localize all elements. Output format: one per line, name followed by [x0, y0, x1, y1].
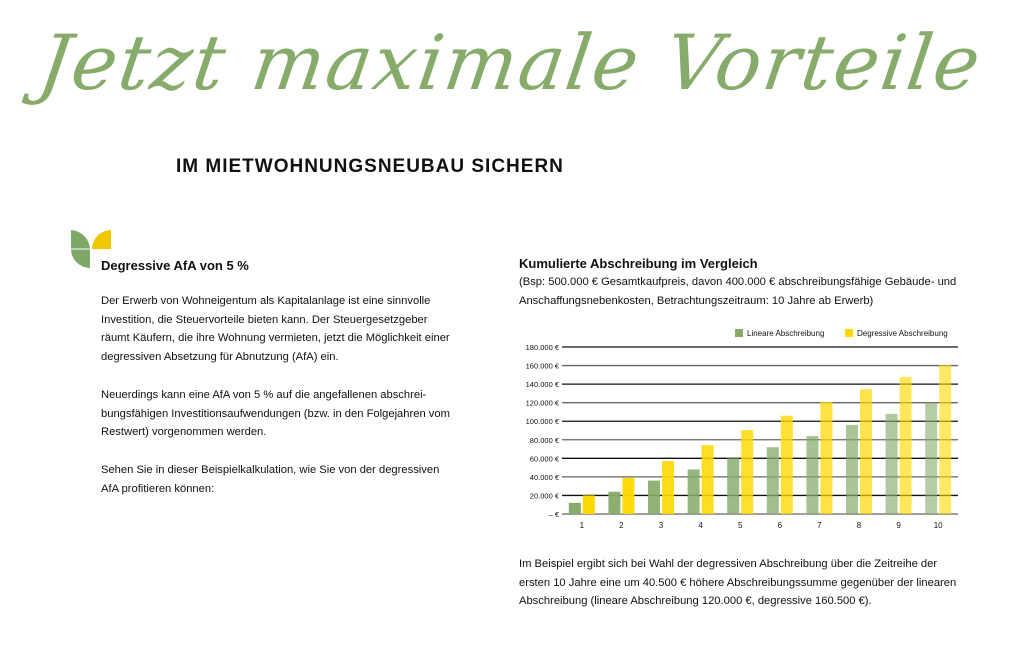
page-subtitle: IM MIETWOHNUNGSNEUBAU SICHERN: [176, 156, 564, 177]
section-heading: Degressive AfA von 5 %: [101, 258, 249, 273]
y-tick-label: 20.000 €: [530, 491, 560, 500]
y-tick-label: 60.000 €: [530, 454, 560, 463]
bar-degressive: [582, 495, 595, 514]
bar-linear: [568, 502, 581, 514]
x-tick-label: 1: [580, 521, 585, 530]
bar-degressive: [860, 389, 872, 514]
bar-linear: [846, 424, 858, 514]
x-tick-label: 4: [698, 521, 703, 530]
bar-degressive: [820, 402, 833, 514]
y-tick-label: 140.000 €: [526, 380, 560, 389]
x-tick-label: 5: [738, 521, 743, 530]
bar-degressive: [622, 477, 635, 514]
y-tick-label: 160.000 €: [526, 362, 560, 371]
x-tick-label: 2: [619, 521, 624, 530]
bar-degressive: [939, 365, 952, 514]
chart-conclusion: Im Beispiel ergibt sich bei Wahl der deg…: [519, 558, 957, 607]
chart: – € 20.000 € 40.000 € 60.000 € 80.000 € 100.0…: [526, 329, 958, 530]
bar-linear: [766, 447, 779, 514]
bar-degressive: [899, 376, 912, 514]
bar-linear: [608, 491, 621, 514]
bar-linear: [648, 480, 660, 514]
leaf-logo-icon: [71, 230, 111, 268]
bar-degressive: [662, 461, 674, 514]
paragraph: Der Erwerb von Wohneigentum als Kapitala…: [101, 295, 450, 363]
paragraph: Sehen Sie in dieser Beispielkalkulation,…: [101, 464, 440, 495]
bar-degressive: [741, 430, 754, 514]
bar-linear: [925, 402, 938, 514]
y-tick-label: 40.000 €: [530, 473, 560, 482]
bar-linear: [885, 413, 898, 514]
bar-linear: [727, 458, 740, 514]
y-tick-label: – €: [549, 510, 560, 519]
x-tick-label: 6: [778, 521, 783, 530]
x-tick-label: 3: [659, 521, 664, 530]
legend-label: Degressive Abschreibung: [857, 329, 948, 338]
legend-label: Lineare Abschreibung: [747, 329, 824, 338]
chart-caption: (Bsp: 500.000 € Gesamtkaufpreis, davon 4…: [519, 276, 957, 307]
bar-degressive: [701, 445, 714, 514]
x-tick-label: 8: [857, 521, 862, 530]
y-tick-label: 120.000 €: [526, 399, 560, 408]
bar-linear: [806, 436, 819, 514]
script-title: Jetzt maximale Vorteile: [33, 18, 988, 107]
chart-heading: Kumulierte Abschreibung im Vergleich: [519, 256, 758, 271]
legend-swatch: [735, 329, 743, 337]
x-tick-label: 9: [896, 521, 901, 530]
bar-linear: [687, 469, 700, 514]
legend-swatch: [845, 329, 853, 337]
paragraph: Neuerdings kann eine AfA von 5 % auf die…: [101, 389, 450, 438]
x-tick-label: 10: [934, 521, 943, 530]
y-tick-label: 80.000 €: [530, 436, 560, 445]
bar-degressive: [780, 415, 793, 514]
y-tick-label: 100.000 €: [526, 417, 560, 426]
y-tick-label: 180.000 €: [526, 343, 560, 352]
x-tick-label: 7: [817, 521, 822, 530]
